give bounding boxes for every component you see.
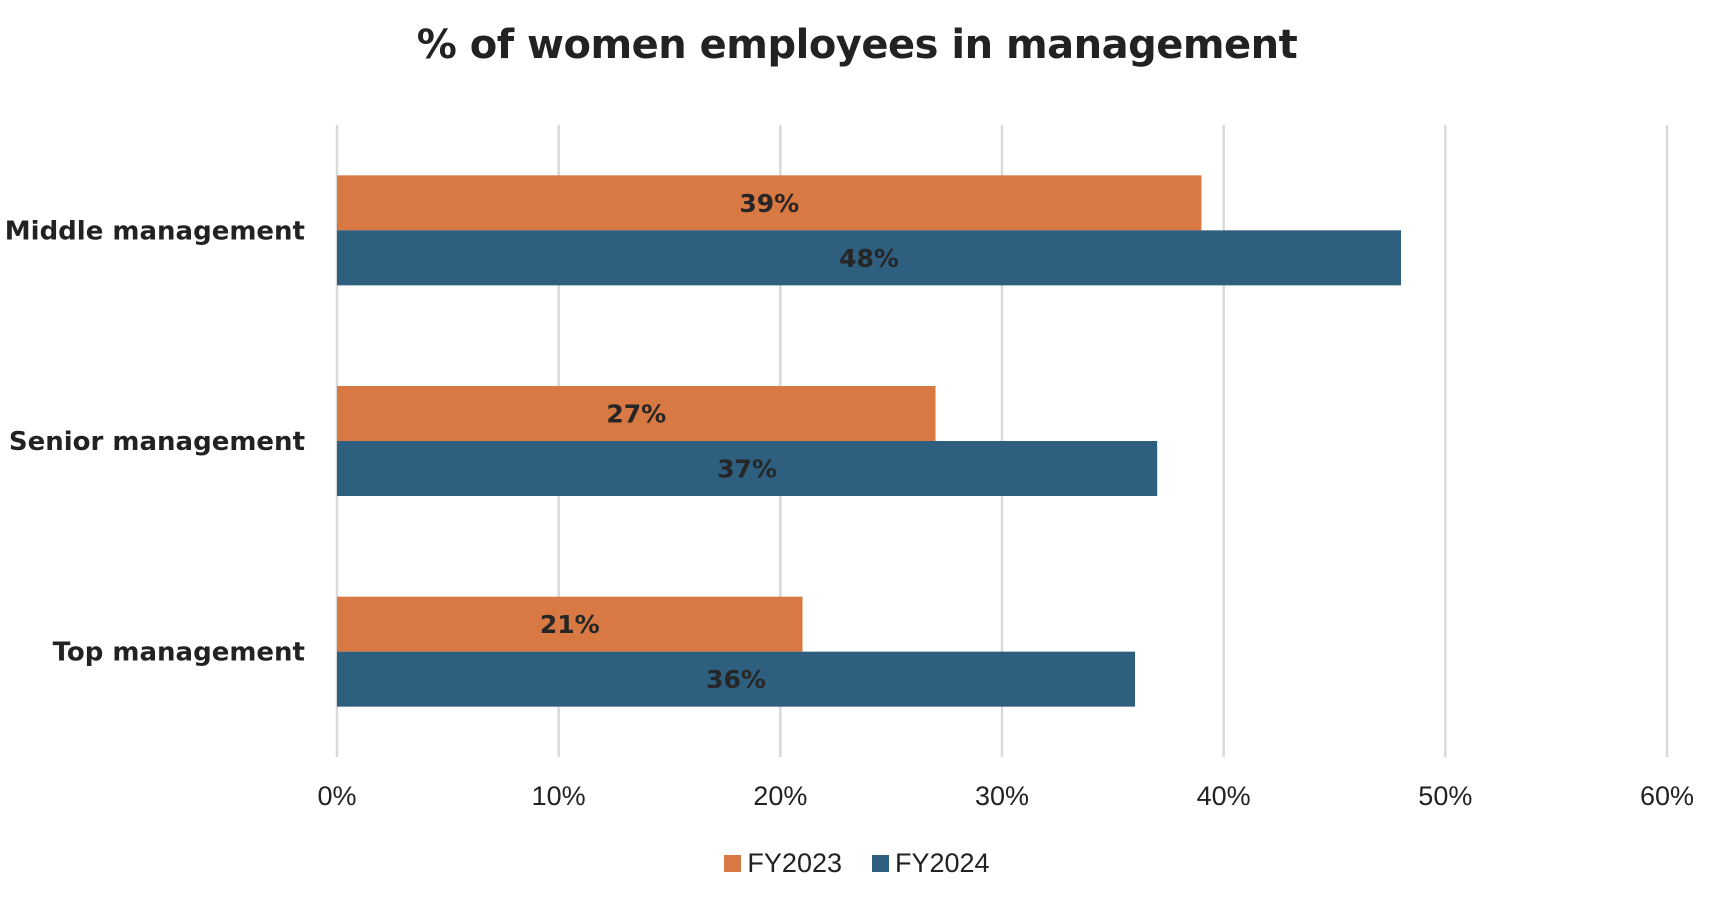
bar-fy2024 [337, 651, 1135, 707]
x-tick-label: 60% [1640, 781, 1694, 811]
bar-fy2023 [337, 596, 803, 652]
data-label: 36% [706, 665, 766, 694]
legend-item-fy2023: FY2023 [724, 848, 842, 879]
category-labels: Middle management Senior management Top ma… [5, 216, 305, 667]
bar-fy2024 [337, 441, 1158, 496]
legend-label-fy2024: FY2024 [895, 848, 990, 878]
bar-fy2023 [337, 175, 1202, 231]
data-label: 21% [540, 610, 600, 639]
chart-title: % of women employees in management [416, 22, 1298, 68]
x-tick-label: 50% [1418, 781, 1472, 811]
category-label: Middle management [5, 216, 305, 246]
bar-fy2023 [337, 386, 936, 441]
category-label: Senior management [9, 427, 305, 457]
legend-item-fy2024: FY2024 [872, 848, 990, 879]
x-tick-labels: 0% 10% 20% 30% 40% 50% 60% [317, 781, 1694, 811]
data-label: 37% [717, 455, 777, 484]
data-label: 48% [839, 244, 899, 273]
data-labels: 39% 48% 27% 37% 21% 36% [540, 189, 899, 694]
category-label: Top management [53, 638, 305, 668]
x-tick-label: 40% [1197, 781, 1251, 811]
data-label: 27% [606, 400, 666, 429]
x-tick-label: 10% [532, 781, 586, 811]
x-tick-label: 30% [975, 781, 1029, 811]
legend: FY2023 FY2024 [0, 848, 1714, 879]
legend-label-fy2023: FY2023 [747, 848, 842, 878]
x-tick-label: 20% [753, 781, 807, 811]
data-label: 39% [739, 189, 799, 218]
bars [337, 175, 1401, 707]
x-tick-label: 0% [317, 781, 356, 811]
legend-swatch-fy2023 [724, 855, 742, 872]
bar-fy2024 [337, 230, 1401, 286]
legend-swatch-fy2024 [872, 855, 889, 872]
